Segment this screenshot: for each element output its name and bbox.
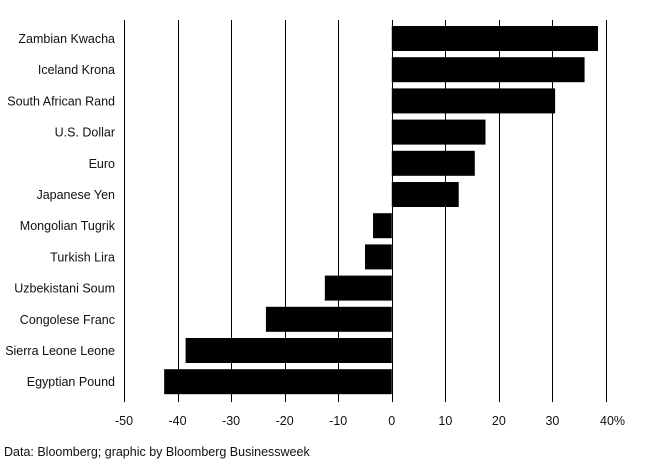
category-label: Turkish Lira: [50, 250, 115, 264]
tick-label: 20: [492, 414, 506, 428]
category-labels: Zambian Kwacha Iceland Krona South African…: [5, 32, 116, 389]
category-label: Congolese Franc: [20, 313, 115, 327]
category-label: Uzbekistani Soum: [14, 282, 115, 296]
category-label: Egyptian Pound: [27, 375, 115, 389]
bar: [324, 275, 392, 301]
tick-label: 40%: [600, 414, 625, 428]
bar: [391, 119, 486, 145]
bar: [391, 182, 459, 207]
bar: [391, 88, 556, 114]
category-label: Sierra Leone Leone: [5, 344, 115, 358]
category-label: Iceland Krona: [38, 63, 115, 77]
tick-label: 30: [545, 414, 559, 428]
tick-label: -50: [115, 414, 133, 428]
tick-label: 0: [388, 414, 395, 428]
source-note: Data: Bloomberg; graphic by Bloomberg Bu…: [4, 445, 310, 459]
x-axis-tick-labels: -50 -40 -30 -20 -10 0 10 20 30 40%: [115, 414, 625, 428]
tick-label: -40: [169, 414, 187, 428]
tick-label: -20: [276, 414, 294, 428]
tick-label: -30: [222, 414, 240, 428]
gridlines: [124, 20, 607, 402]
bar: [185, 338, 392, 363]
bar: [391, 150, 475, 176]
bar: [373, 213, 392, 239]
bar: [164, 369, 392, 395]
tick-label: -10: [329, 414, 347, 428]
bar: [391, 26, 598, 51]
category-label: U.S. Dollar: [55, 126, 115, 140]
category-label: Zambian Kwacha: [18, 32, 115, 46]
category-label: Mongolian Tugrik: [20, 219, 116, 233]
category-label: South African Rand: [7, 94, 115, 108]
bar: [265, 306, 392, 332]
bars: [164, 26, 598, 395]
category-label: Euro: [89, 157, 115, 171]
bar: [391, 57, 585, 83]
category-label: Japanese Yen: [36, 188, 115, 202]
tick-label: 10: [438, 414, 452, 428]
bar: [365, 244, 392, 270]
bar-chart: Zambian Kwacha Iceland Krona South African…: [5, 20, 625, 428]
